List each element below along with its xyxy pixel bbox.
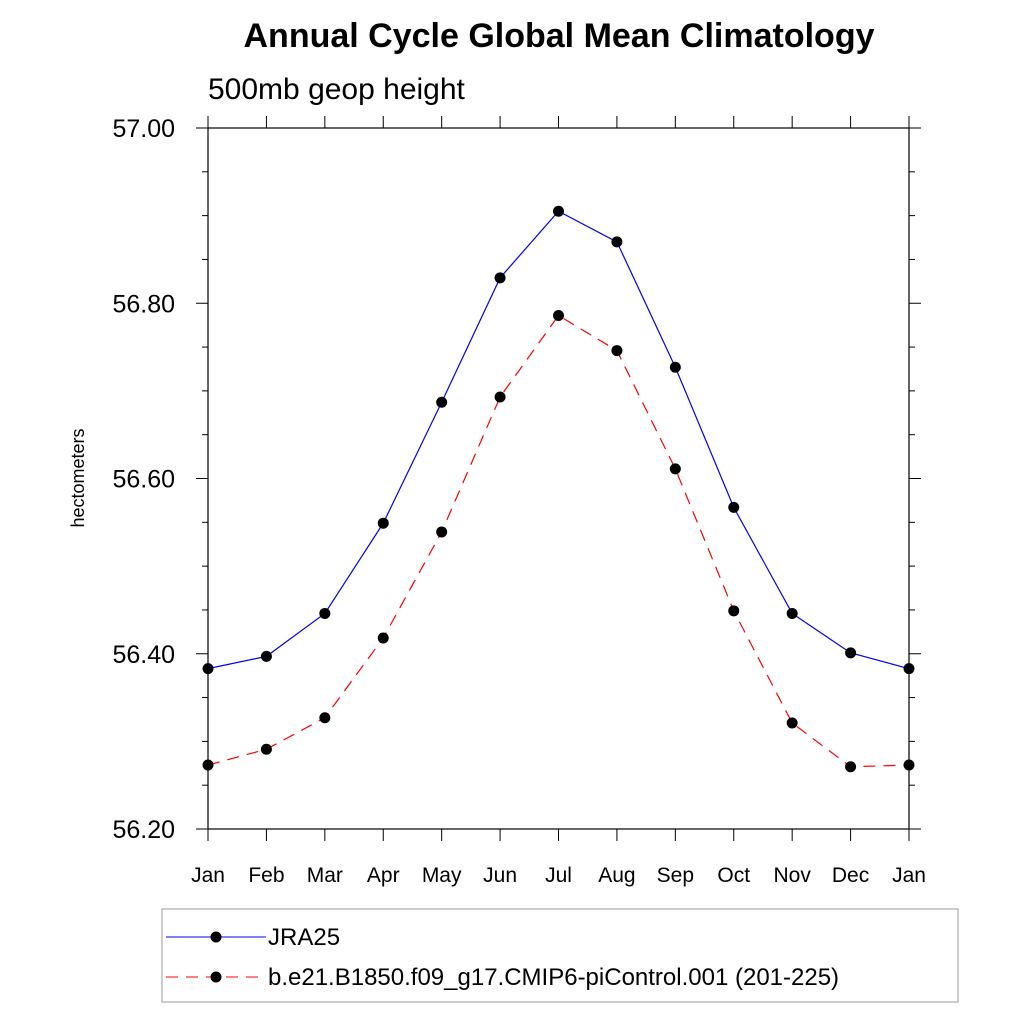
data-point <box>728 605 740 617</box>
data-point <box>260 650 272 662</box>
legend-marker-2 <box>210 971 222 983</box>
x-tick-label: Mar <box>307 864 343 887</box>
data-point <box>611 345 623 357</box>
x-tick-label: Apr <box>367 864 400 887</box>
x-tick-label: Jul <box>545 864 572 887</box>
series-2 <box>202 310 915 773</box>
legend-label-1: JRA25 <box>268 924 340 951</box>
data-point <box>728 501 740 513</box>
data-point <box>786 717 798 729</box>
x-tick-label: Sep <box>657 864 694 887</box>
series-1 <box>202 205 915 675</box>
data-point <box>903 759 915 771</box>
legend-label-2: b.e21.B1850.f09_g17.CMIP6-piControl.001 … <box>268 964 839 991</box>
data-point <box>202 759 214 771</box>
plot-frame <box>207 127 910 830</box>
axis-ticks <box>196 116 921 841</box>
x-tick-label: Aug <box>598 864 635 887</box>
y-tick-label: 56.80 <box>112 290 175 318</box>
legend-box <box>161 908 959 1003</box>
data-point <box>669 463 681 475</box>
x-tick-label: Feb <box>248 864 284 887</box>
legend-marker-1 <box>210 931 222 943</box>
legend-item-2: b.e21.B1850.f09_g17.CMIP6-piControl.001 … <box>166 964 839 991</box>
data-point <box>202 663 214 675</box>
x-tick-label: Nov <box>773 864 811 887</box>
data-point <box>260 743 272 755</box>
series-layer <box>202 205 915 773</box>
x-tick-label: Dec <box>832 864 869 887</box>
data-point <box>436 526 448 538</box>
series-line-1 <box>207 210 910 670</box>
x-tick-label: Jan <box>892 864 926 887</box>
data-point <box>845 761 857 773</box>
data-point <box>494 391 506 403</box>
data-point <box>377 517 389 529</box>
x-tick-label: Jun <box>483 864 517 887</box>
y-tick-label: 56.20 <box>112 816 175 844</box>
data-point <box>903 663 915 675</box>
data-point <box>319 712 331 724</box>
data-point <box>786 607 798 619</box>
x-tick-label: Jan <box>191 864 225 887</box>
series-line-2 <box>207 314 910 768</box>
data-point <box>669 361 681 373</box>
legend-item-1: JRA25 <box>166 924 340 951</box>
data-point <box>319 607 331 619</box>
y-tick-label: 57.00 <box>112 115 175 143</box>
x-tick-label: Oct <box>717 864 750 887</box>
data-point <box>377 632 389 644</box>
data-point <box>494 272 506 284</box>
data-point <box>611 236 623 248</box>
y-tick-label: 56.40 <box>112 641 175 669</box>
axis-tick-labels: Jan Feb Mar Apr May Jun Jul Aug Sep Oct Nov Dec Jan 5… <box>112 115 925 887</box>
data-point <box>553 310 564 322</box>
chart-subtitle: 500mb geop height <box>208 73 466 106</box>
y-tick-label: 56.60 <box>112 466 175 494</box>
x-tick-label: May <box>422 864 462 887</box>
y-axis-label: hectometers <box>68 428 88 527</box>
data-point <box>436 396 448 408</box>
chart-title: Annual Cycle Global Mean Climatology <box>244 17 875 55</box>
data-point <box>553 205 564 217</box>
data-point <box>845 647 857 659</box>
